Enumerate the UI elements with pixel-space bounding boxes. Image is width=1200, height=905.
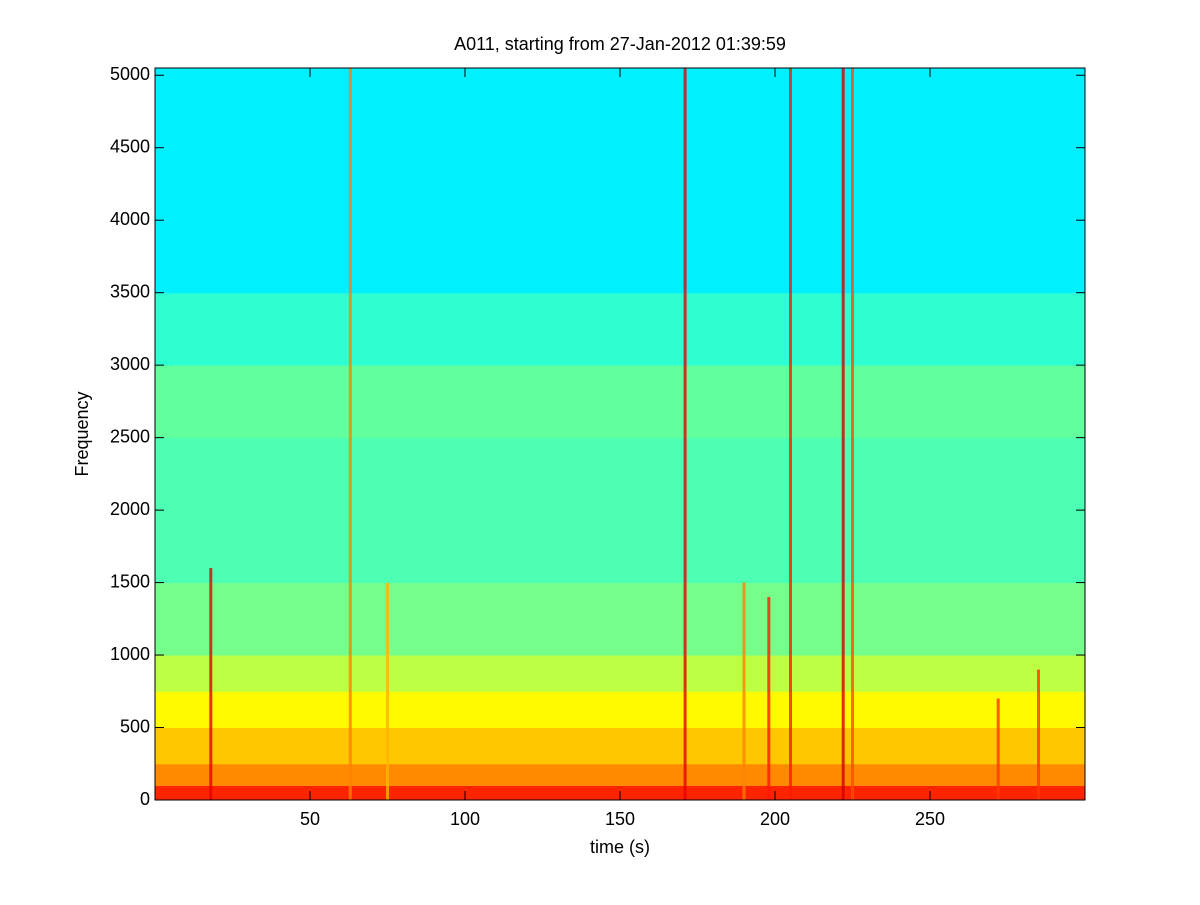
event-streak	[789, 68, 792, 800]
event-streak	[767, 597, 771, 800]
event-streak	[742, 582, 746, 800]
y-tick-label: 3500	[110, 281, 150, 301]
y-tick-label: 5000	[110, 64, 150, 84]
x-tick-label: 150	[605, 809, 635, 829]
event-streak	[348, 68, 352, 800]
x-tick-label: 100	[450, 809, 480, 829]
spectrum-band	[155, 582, 1085, 656]
y-tick-label: 3000	[110, 354, 150, 374]
spectrum-band	[155, 727, 1085, 765]
y-tick-label: 1000	[110, 644, 150, 664]
spectrum-band	[155, 655, 1085, 692]
event-streak	[996, 698, 1000, 800]
spectrum-band	[155, 292, 1085, 366]
y-tick-label: 0	[140, 789, 150, 809]
spectrum-band	[155, 68, 1085, 294]
y-tick-label: 2500	[110, 426, 150, 446]
x-tick-label: 200	[760, 809, 790, 829]
spectrum-band	[155, 365, 1085, 439]
event-streak	[209, 568, 213, 800]
chart-title: A011, starting from 27-Jan-2012 01:39:59	[454, 34, 786, 54]
spectrum-band	[155, 691, 1085, 729]
y-tick-label: 500	[120, 716, 150, 736]
y-tick-label: 2000	[110, 499, 150, 519]
y-tick-label: 4500	[110, 136, 150, 156]
event-streak	[841, 68, 845, 800]
event-streak	[386, 582, 389, 800]
spectrum-band	[155, 763, 1085, 787]
y-tick-label: 1500	[110, 571, 150, 591]
x-tick-label: 250	[915, 809, 945, 829]
y-tick-label: 4000	[110, 209, 150, 229]
event-streak	[851, 68, 854, 800]
x-axis-label: time (s)	[590, 837, 650, 857]
spectrum-band	[155, 437, 1085, 584]
y-axis-label: Frequency	[72, 391, 92, 476]
event-streak	[683, 68, 687, 800]
event-streak	[1037, 669, 1040, 800]
x-tick-label: 50	[300, 809, 320, 829]
